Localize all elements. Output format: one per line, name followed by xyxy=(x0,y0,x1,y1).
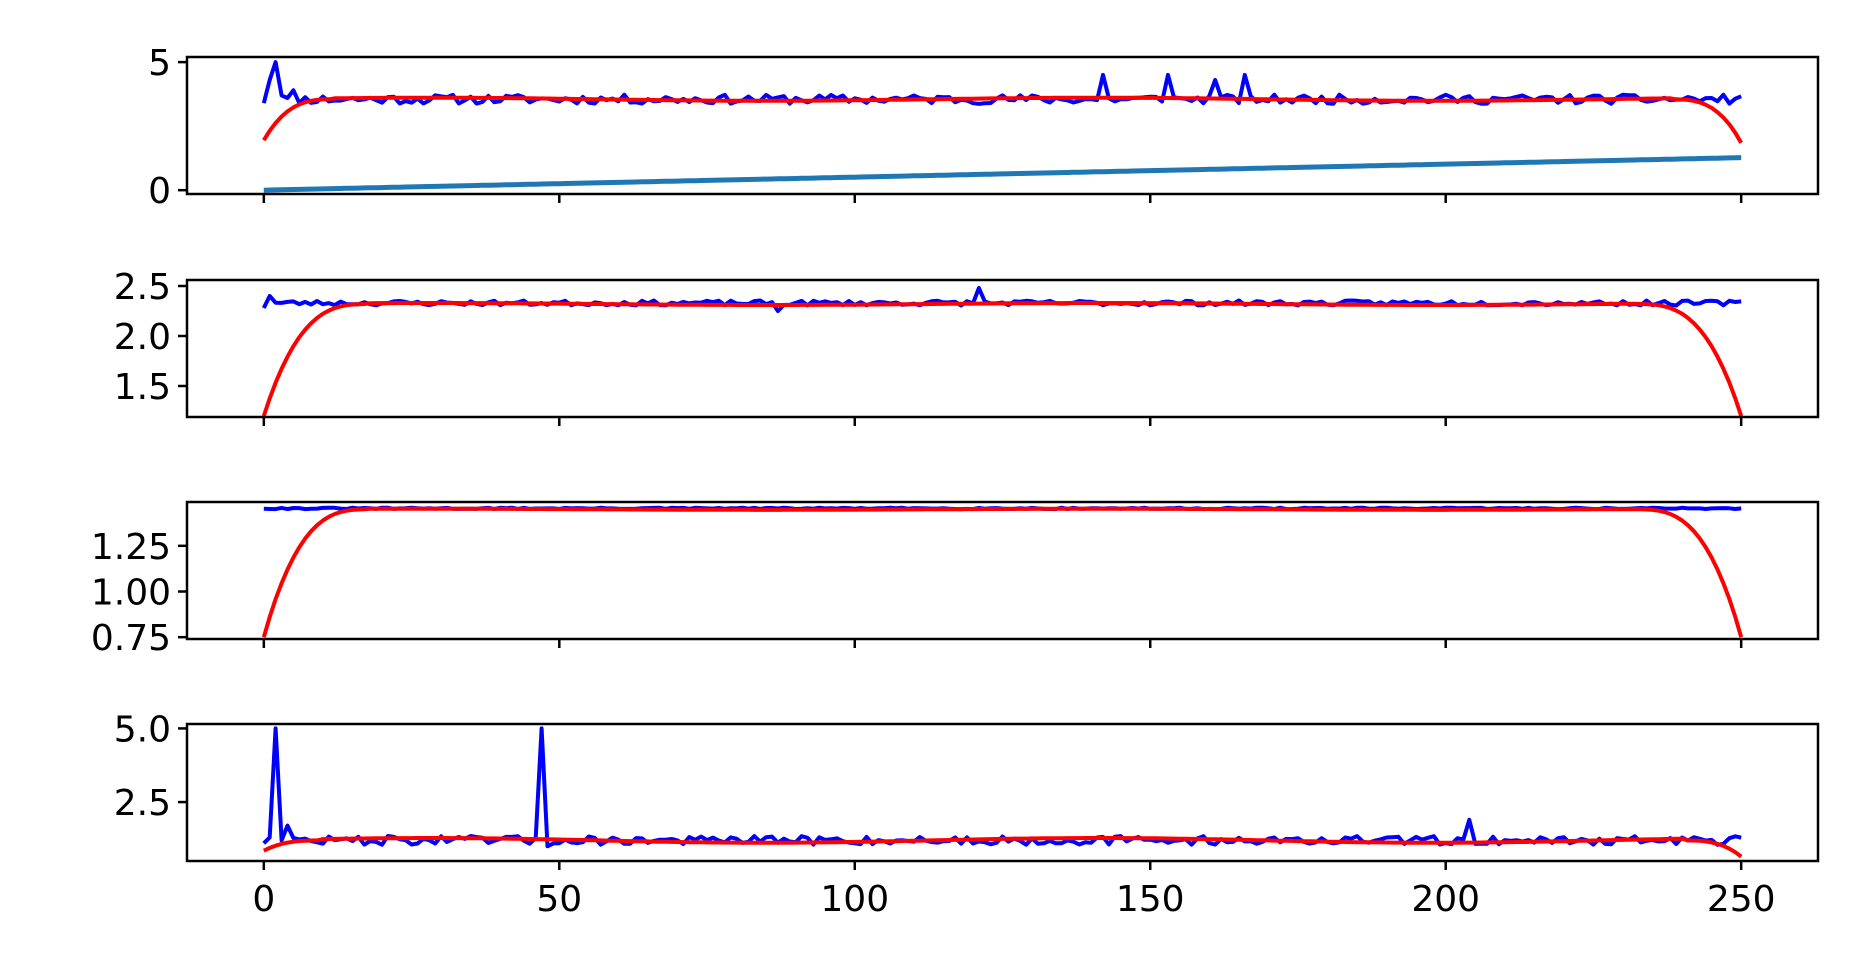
subplot-2: 1.5 2.0 2.5 xyxy=(114,267,1820,426)
x-tick-label: 50 xyxy=(536,879,582,920)
y-tick-label: 1.5 xyxy=(114,367,171,408)
series-line-1 xyxy=(262,286,1742,313)
y-tick-label: 5 xyxy=(148,43,171,84)
series-line-2 xyxy=(262,95,1743,144)
plot-area xyxy=(262,726,1743,859)
axes-frame xyxy=(185,500,1820,641)
y-tick-label: 0.75 xyxy=(91,618,171,659)
axes-frame xyxy=(185,278,1820,419)
x-tick-label: 150 xyxy=(1116,879,1185,920)
subplot-3: 0.751.00 1.25 xyxy=(91,500,1820,659)
axes-frame xyxy=(185,722,1820,863)
y-tick-label: 1.00 xyxy=(91,573,171,614)
series-line-2 xyxy=(261,301,1744,417)
y-tick-label: 2.0 xyxy=(114,317,171,358)
plot-area xyxy=(261,286,1744,417)
x-tick-label: 250 xyxy=(1707,879,1776,920)
y-tick-label: 5.0 xyxy=(114,709,171,750)
y-tick-label: 1.25 xyxy=(91,527,171,568)
x-tick-label: 0 xyxy=(252,879,275,920)
axes-frame xyxy=(185,55,1820,196)
series-line-2 xyxy=(262,836,1743,859)
plot-area xyxy=(261,505,1744,638)
x-tick-label: 200 xyxy=(1411,879,1480,920)
subplot-4: 2.5 5.0 0 50 100 150 200 250 xyxy=(114,709,1820,920)
subplot-1: 05 xyxy=(148,43,1820,212)
series-line-2 xyxy=(261,506,1744,638)
y-tick-label: 0 xyxy=(148,171,171,212)
plot-area xyxy=(261,60,1743,193)
series-line-3 xyxy=(263,155,1742,193)
y-tick-label: 2.5 xyxy=(114,267,171,308)
y-tick-label: 2.5 xyxy=(114,783,171,824)
series-line-1 xyxy=(262,726,1742,849)
x-tick-label: 100 xyxy=(820,879,889,920)
